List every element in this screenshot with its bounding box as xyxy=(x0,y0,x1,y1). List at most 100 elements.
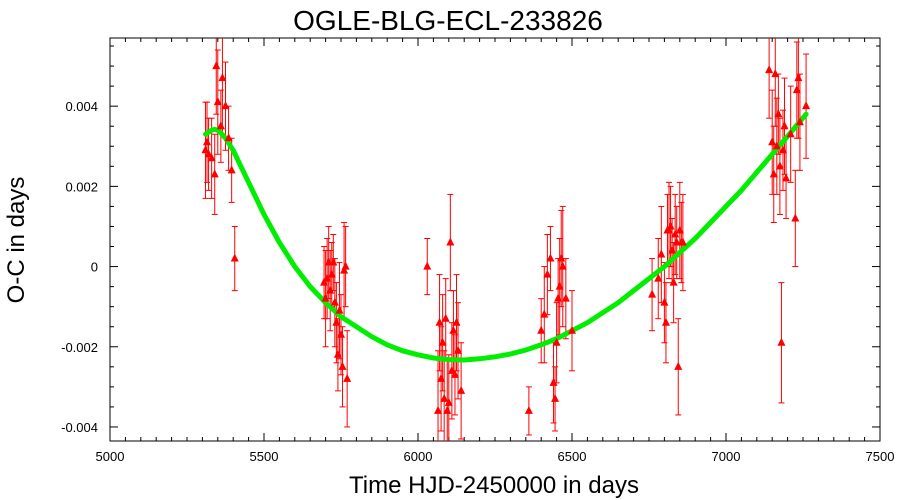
data-point xyxy=(674,361,683,370)
data-point xyxy=(654,273,663,282)
x-tick-label: 5000 xyxy=(96,449,125,464)
data-point xyxy=(434,405,443,414)
y-tick-label: 0 xyxy=(91,260,98,275)
chart-title: OGLE-BLG-ECL-233826 xyxy=(293,5,603,36)
data-point xyxy=(450,369,459,378)
data-point xyxy=(327,269,336,278)
data-point xyxy=(440,393,449,402)
data-point xyxy=(551,393,560,402)
data-point xyxy=(772,141,781,150)
y-tick-label: 0.002 xyxy=(65,179,98,194)
data-point xyxy=(665,225,674,234)
data-point xyxy=(335,305,344,314)
data-point xyxy=(791,213,800,222)
data-point xyxy=(326,285,335,294)
data-point xyxy=(221,101,230,110)
data-point xyxy=(669,277,678,286)
data-point xyxy=(768,137,777,146)
data-point xyxy=(555,281,564,290)
data-point xyxy=(780,121,789,130)
data-point xyxy=(340,265,349,274)
data-point xyxy=(441,313,450,322)
data-point xyxy=(224,133,233,142)
y-tick-label: -0.004 xyxy=(61,420,98,435)
data-point xyxy=(454,345,463,354)
data-point xyxy=(558,261,567,270)
data-point xyxy=(457,385,466,394)
y-tick-label: 0.004 xyxy=(65,99,98,114)
data-point xyxy=(777,337,786,346)
data-point xyxy=(218,73,227,82)
data-point xyxy=(568,325,576,334)
data-point xyxy=(329,257,338,266)
data-point xyxy=(782,173,791,182)
x-tick-label: 6000 xyxy=(404,449,433,464)
x-tick-label: 7500 xyxy=(866,449,895,464)
data-point xyxy=(213,97,222,106)
data-point xyxy=(771,69,780,78)
data-point xyxy=(678,237,687,246)
data-point xyxy=(216,121,225,130)
data-point xyxy=(660,297,669,306)
data-point xyxy=(546,253,555,262)
data-point xyxy=(765,65,774,74)
data-point xyxy=(444,397,453,406)
data-point xyxy=(230,253,239,262)
data-point xyxy=(207,153,216,162)
data-point xyxy=(792,85,801,94)
fit-curve-layer xyxy=(203,111,809,363)
y-axis-label: O-C in days xyxy=(3,177,30,304)
x-axis-label: Time HJD-2450000 in days xyxy=(349,472,639,499)
data-points xyxy=(201,61,811,414)
x-tick-label: 5500 xyxy=(250,449,279,464)
data-point xyxy=(795,117,804,126)
x-tick-label: 7000 xyxy=(712,449,741,464)
data-point xyxy=(449,325,458,334)
data-point xyxy=(648,289,657,298)
data-point xyxy=(204,149,213,158)
axis-ticks: 5000 5500 6000 6500 7000 7500 -0.004 -0.002 0 0.0… xyxy=(61,38,894,464)
data-point xyxy=(524,405,533,414)
data-point xyxy=(435,317,444,326)
data-point xyxy=(554,293,563,302)
data-point xyxy=(769,169,778,178)
data-point xyxy=(666,221,675,230)
data-point xyxy=(552,337,561,346)
data-point xyxy=(668,245,677,254)
data-point xyxy=(320,277,329,286)
data-point xyxy=(443,405,452,414)
data-point xyxy=(212,61,221,70)
data-point xyxy=(774,109,783,118)
data-point xyxy=(423,261,432,270)
data-point xyxy=(671,229,680,238)
data-point xyxy=(657,249,666,258)
data-point xyxy=(201,145,210,154)
data-point xyxy=(321,293,330,302)
data-point xyxy=(337,329,345,338)
data-point xyxy=(675,225,684,234)
data-point xyxy=(775,161,784,170)
data-point xyxy=(343,373,352,382)
x-tick-label: 6500 xyxy=(558,449,587,464)
data-point xyxy=(540,309,549,318)
data-point xyxy=(452,317,461,326)
data-point xyxy=(438,337,447,346)
data-point xyxy=(549,377,558,386)
data-point xyxy=(447,365,456,374)
data-point xyxy=(543,269,552,278)
data-point xyxy=(446,237,455,246)
data-point xyxy=(794,73,803,82)
data-point xyxy=(227,165,236,174)
data-point xyxy=(203,137,212,146)
data-point xyxy=(557,253,566,262)
data-point xyxy=(786,129,795,138)
data-point xyxy=(323,273,332,282)
data-point xyxy=(333,349,342,358)
data-point xyxy=(338,361,347,370)
data-point xyxy=(341,261,350,270)
fit-curve xyxy=(203,111,809,363)
data-point xyxy=(210,169,219,178)
data-point xyxy=(330,297,339,306)
data-point xyxy=(561,293,570,302)
